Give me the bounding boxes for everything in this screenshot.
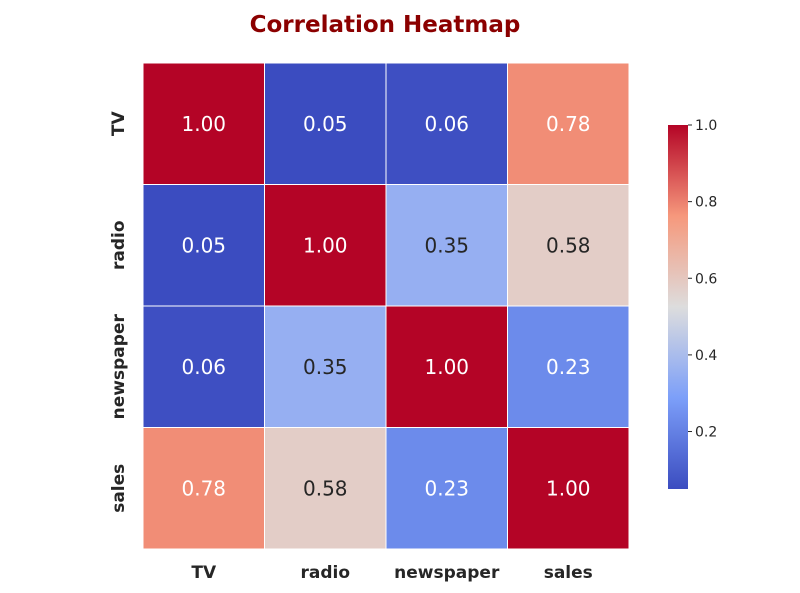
heatmap-cell-TV-newspaper xyxy=(385,62,508,185)
colorbar-gradient xyxy=(668,125,688,489)
y-axis: TV radio newspaper sales xyxy=(109,111,129,513)
cell-value-label: 0.06 xyxy=(424,112,469,136)
cell-value-label: 1.00 xyxy=(424,355,469,379)
cell-value-label: 1.00 xyxy=(303,233,348,257)
heatmap-cells: 1.00 0.05 0.06 0.78 0.05 1.00 0.35 0.58 0.06 0.35… xyxy=(142,62,630,550)
colorbar-tick-label: 0.2 xyxy=(695,425,717,441)
y-tick-label: TV xyxy=(109,111,129,137)
y-tick-label: newspaper xyxy=(109,314,129,420)
heatmap-cell-TV-radio xyxy=(264,62,387,185)
x-tick-label: TV xyxy=(191,563,217,583)
cell-value-label: 0.78 xyxy=(181,476,226,500)
cell-value-label: 0.05 xyxy=(181,233,226,257)
x-tick-label: sales xyxy=(544,563,593,583)
heatmap-cell-radio-sales xyxy=(507,184,630,307)
cell-value-label: 1.00 xyxy=(546,476,591,500)
colorbar-tick-label: 0.4 xyxy=(695,348,717,364)
cell-value-label: 0.05 xyxy=(303,112,348,136)
colorbar-tick-label: 0.8 xyxy=(695,195,717,211)
heatmap-cell-sales-sales xyxy=(507,427,630,550)
heatmap-cell-newspaper-radio xyxy=(264,305,387,428)
cell-value-label: 0.06 xyxy=(181,355,226,379)
x-axis: TV radio newspaper sales xyxy=(191,563,592,583)
chart-title: Correlation Heatmap xyxy=(249,12,521,38)
y-tick-label: sales xyxy=(109,464,129,513)
x-tick-label: radio xyxy=(300,563,350,583)
heatmap-cell-sales-radio xyxy=(264,427,387,550)
cell-value-label: 0.23 xyxy=(424,476,469,500)
cell-value-label: 0.35 xyxy=(303,355,348,379)
cell-value-label: 0.58 xyxy=(546,233,591,257)
colorbar: 0.2 0.4 0.6 0.8 1.0 xyxy=(668,118,717,489)
cell-value-label: 0.23 xyxy=(546,355,591,379)
heatmap-cell-radio-newspaper xyxy=(385,184,508,307)
heatmap-cell-sales-TV xyxy=(142,427,265,550)
cell-value-label: 1.00 xyxy=(181,112,226,136)
colorbar-tick-label: 0.6 xyxy=(695,271,717,287)
heatmap-cell-sales-newspaper xyxy=(385,427,508,550)
cell-value-label: 0.58 xyxy=(303,476,348,500)
heatmap-cell-newspaper-sales xyxy=(507,305,630,428)
heatmap-cell-TV-sales xyxy=(507,62,630,185)
heatmap-cell-TV-TV xyxy=(142,62,265,185)
y-tick-label: radio xyxy=(109,220,129,270)
cell-value-label: 0.35 xyxy=(424,233,469,257)
colorbar-tick-label: 1.0 xyxy=(695,118,717,134)
x-tick-label: newspaper xyxy=(394,563,500,583)
heatmap-cell-newspaper-TV xyxy=(142,305,265,428)
cell-value-label: 0.78 xyxy=(546,112,591,136)
